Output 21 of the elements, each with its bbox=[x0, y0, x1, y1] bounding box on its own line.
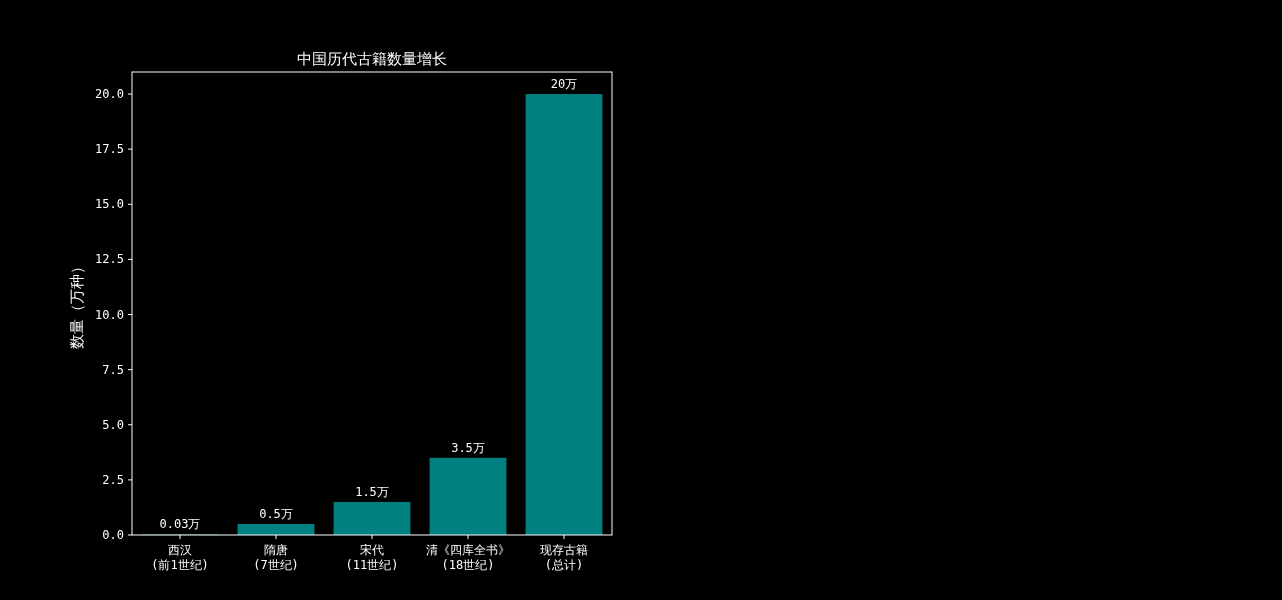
x-tick-label: 西汉 (前1世纪) bbox=[151, 543, 209, 572]
y-tick-label: 12.5 bbox=[95, 252, 124, 267]
y-axis-title: 数量（万种） bbox=[68, 258, 86, 349]
data-label: 20万 bbox=[550, 77, 578, 92]
y-tick-label: 20.0 bbox=[95, 87, 124, 102]
data-label: 1.5万 bbox=[355, 484, 389, 499]
data-label: 0.03万 bbox=[159, 517, 201, 532]
y-tick-label: 0.0 bbox=[102, 528, 124, 542]
data-label: 0.5万 bbox=[259, 506, 293, 521]
x-tick-label: 现存古籍 (总计) bbox=[540, 543, 588, 572]
y-tick-label: 15.0 bbox=[95, 197, 124, 212]
y-tick-label: 5.0 bbox=[102, 417, 124, 432]
chart-title: 中国历代古籍数量增长 bbox=[297, 50, 447, 68]
data-label: 3.5万 bbox=[451, 440, 485, 455]
x-tick-label: 隋唐 (7世纪) bbox=[253, 543, 299, 572]
y-tick-label: 10.0 bbox=[95, 307, 124, 322]
y-tick-label: 7.5 bbox=[102, 362, 124, 377]
y-tick-label: 17.5 bbox=[95, 142, 124, 157]
y-tick-label: 2.5 bbox=[102, 472, 124, 487]
x-tick-label: 清《四库全书》 (18世纪) bbox=[426, 543, 510, 572]
x-tick-label: 宋代 (11世纪) bbox=[345, 543, 399, 572]
